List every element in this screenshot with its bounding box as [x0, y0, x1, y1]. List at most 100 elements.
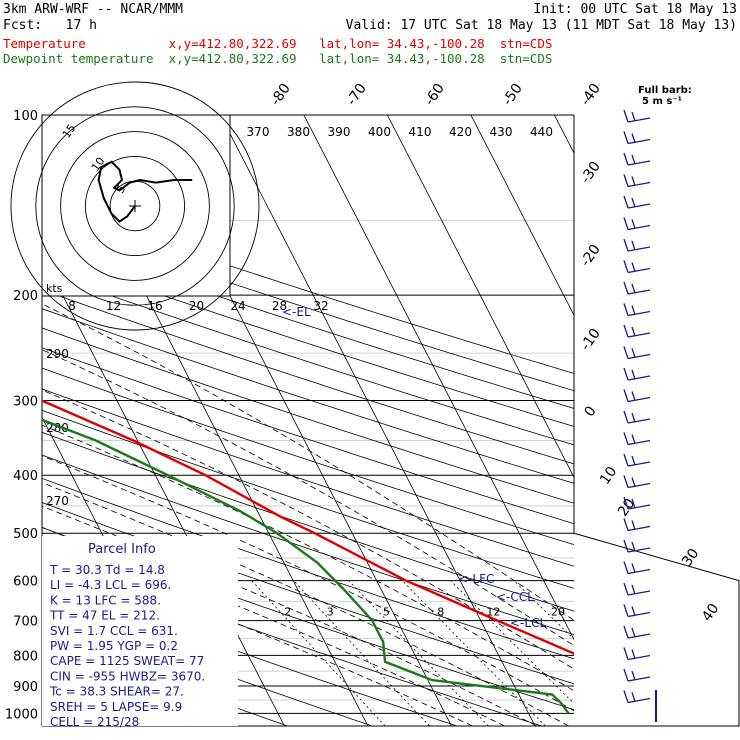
theta-label: 380	[287, 125, 310, 139]
wind-barb	[627, 590, 651, 596]
level-annotations: <-EL <-LFC<-CCL <-LCL	[282, 305, 546, 630]
wind-barb-flag	[623, 367, 629, 381]
dry-adiabat	[42, 235, 574, 409]
wind-barb-flag	[623, 303, 629, 316]
dry-adiabat	[42, 579, 458, 726]
parcel-row: SVI = 1.7 CCL = 631.	[50, 624, 178, 638]
hodograph-speed-label: 28	[272, 299, 287, 313]
pressure-label: 800	[13, 649, 38, 664]
pressure-label: 100	[13, 109, 38, 124]
wind-barb-flag	[623, 195, 629, 209]
wind-barb-flag	[623, 260, 629, 273]
hodograph-ring	[60, 131, 210, 281]
wind-barb-flag	[631, 627, 636, 638]
hodograph-speed-label: 8	[68, 299, 76, 313]
wind-barb-flag	[631, 541, 636, 552]
isotherm	[220, 115, 536, 726]
wind-barb-flag	[623, 432, 629, 445]
dry-adiabat	[42, 409, 574, 589]
dry-adiabat	[42, 201, 574, 374]
temperature-legend: Temperature x,y=412.80,322.69 lat,lon= 3…	[3, 36, 553, 51]
isotherm-label: 30	[679, 546, 702, 570]
isotherm-label: -50	[500, 81, 526, 109]
temperature-profile	[42, 399, 574, 655]
isotherm-label: -10	[578, 326, 604, 354]
wind-barb-flag	[623, 324, 629, 338]
hodograph-ring	[35, 106, 235, 306]
theta-label: 440	[530, 125, 553, 139]
wind-barb-flag	[631, 219, 636, 229]
mixing-ratio-label: 2	[284, 606, 291, 619]
hodograph-units: kts	[46, 282, 63, 295]
level-annotation: <-EL	[282, 305, 311, 319]
mixing-ratio-line	[513, 580, 574, 640]
mixing-ratio-line	[293, 580, 430, 726]
hodograph-speed-label: 24	[230, 299, 245, 313]
valid-time: Valid: 17 UTC Sat 18 May 13 (11 MDT Sat …	[345, 18, 737, 33]
wind-barb-flag	[623, 582, 629, 596]
wind-barb	[627, 547, 651, 553]
isotherm-label: -40	[578, 81, 604, 109]
wind-barb	[627, 633, 651, 639]
wind-barb-flag	[631, 111, 636, 122]
isotherm	[303, 115, 574, 641]
wind-barb	[627, 246, 651, 252]
wind-barb-flag	[631, 133, 636, 143]
model-title: 3km ARW-WRF -- NCAR/MMM	[3, 2, 184, 17]
mixing-ratio-label: 20	[551, 606, 565, 619]
wind-barb-flag	[631, 498, 636, 509]
wind-barb	[627, 375, 651, 381]
isotherm	[470, 115, 574, 317]
moist-adiabat	[42, 389, 574, 670]
wind-barb-flag	[623, 281, 629, 295]
wind-barb-flag	[631, 197, 636, 208]
theta-label: 410	[409, 125, 432, 139]
wind-barb-flag	[631, 692, 636, 702]
parcel-info-box: Parcel Info T = 30.3 Td = 14.8LI = -4.3 L…	[42, 536, 238, 729]
parcel-row: CAPE = 1125 SWEAT= 77	[50, 654, 204, 668]
wind-barb	[627, 181, 651, 188]
pressure-label: 1000	[5, 707, 38, 722]
dewpoint-legend: Dewpoint temperature x,y=412.80,322.69 l…	[3, 51, 553, 66]
moist-adiabat	[42, 505, 537, 726]
wind-barb	[627, 504, 651, 510]
parcel-row: PW = 1.95 YGP = 0.2	[50, 639, 178, 653]
wind-barb-flag	[623, 410, 629, 424]
dry-adiabat	[42, 431, 574, 612]
wind-barb-flag	[631, 606, 636, 616]
wind-barb-flag	[623, 518, 629, 531]
wind-barb-flag	[631, 477, 636, 487]
mixing-ratio-label: 12	[486, 606, 500, 619]
dry-adiabat	[42, 477, 574, 660]
hodograph-speed-label: 12	[106, 299, 121, 313]
theta-label: 270	[46, 494, 69, 508]
parcel-box-bg	[42, 536, 238, 726]
init-time: Init: 00 UTC Sat 18 May 13	[533, 2, 738, 17]
wind-barb	[627, 439, 651, 446]
isotherm	[0, 115, 34, 726]
isotherm-label: -20	[578, 242, 604, 270]
pressure-label: 200	[13, 289, 38, 304]
parcel-row: LI = -4.3 LCL = 696.	[50, 578, 171, 592]
parcel-row: SREH = 5 LAPSE= 9.9	[50, 700, 182, 714]
parcel-title: Parcel Info	[88, 542, 156, 557]
wind-barb	[627, 353, 651, 360]
dry-adiabat	[42, 454, 574, 636]
hodograph-ring	[10, 81, 260, 331]
wind-barb	[627, 568, 651, 575]
level-annotation: <-CCL	[496, 590, 534, 604]
wind-barb-flag	[631, 649, 636, 659]
theta-label: 400	[368, 125, 391, 139]
isotherm-label: 0	[582, 403, 600, 419]
isotherm-label: -30	[578, 159, 604, 187]
hodograph-speed-label: 20	[189, 299, 204, 313]
parcel-row: T = 30.3 Td = 14.8	[49, 563, 165, 577]
wind-barb-flag	[631, 348, 636, 358]
mixing-ratio-label: 3	[327, 606, 334, 619]
dry-adiabat	[42, 253, 574, 427]
isotherm-label: -70	[344, 81, 370, 109]
wind-barb-flag	[631, 391, 636, 401]
dry-adiabat	[42, 289, 574, 465]
parcel-row: CIN = -955 HWBZ= 3670.	[50, 669, 205, 683]
